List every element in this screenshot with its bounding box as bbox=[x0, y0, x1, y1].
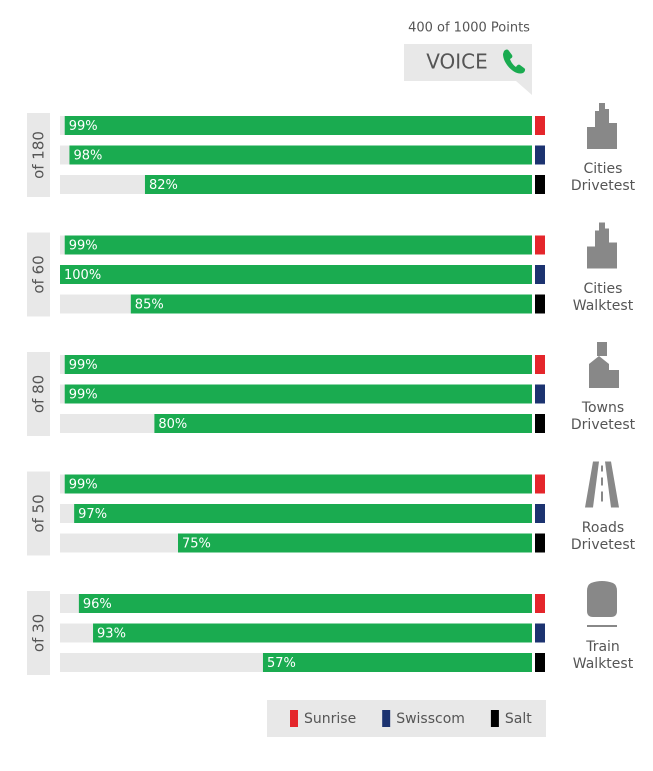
category-label: Towns Drivetest bbox=[570, 400, 636, 433]
bar bbox=[64, 384, 532, 404]
series-marker bbox=[535, 294, 545, 314]
group-label-box bbox=[27, 352, 50, 436]
bar bbox=[93, 623, 532, 643]
group-label-box bbox=[27, 113, 50, 197]
group-label: of 30 bbox=[30, 614, 48, 652]
series-marker bbox=[535, 235, 545, 255]
bar bbox=[178, 533, 532, 553]
group-label-box bbox=[27, 471, 50, 556]
value-label: 85% bbox=[135, 298, 164, 313]
bar bbox=[60, 265, 532, 284]
legend-box bbox=[267, 700, 546, 737]
group-label: of 180 bbox=[30, 131, 48, 179]
value-label: 57% bbox=[267, 656, 296, 671]
value-label: 99% bbox=[69, 478, 98, 493]
voice-title: VOICE bbox=[426, 50, 488, 74]
category-icon bbox=[587, 222, 617, 269]
category-icon bbox=[589, 342, 619, 388]
bar bbox=[130, 294, 533, 314]
legend-swatch bbox=[490, 710, 499, 727]
legend-label: Salt bbox=[505, 711, 532, 727]
series-marker bbox=[535, 414, 545, 433]
value-label: 75% bbox=[182, 537, 211, 552]
phone-icon bbox=[503, 49, 526, 74]
bar bbox=[78, 594, 532, 613]
bar bbox=[64, 355, 532, 374]
category-label: Roads Drivetest bbox=[570, 519, 636, 553]
series-marker bbox=[535, 116, 545, 135]
value-label: 80% bbox=[158, 417, 187, 432]
category-icon bbox=[587, 103, 617, 149]
category-icon bbox=[585, 461, 619, 508]
legend-label: Sunrise bbox=[304, 711, 356, 727]
value-label: 99% bbox=[69, 239, 98, 254]
series-marker bbox=[535, 623, 545, 643]
series-marker bbox=[535, 175, 545, 194]
group-label: of 80 bbox=[30, 375, 48, 413]
series-marker bbox=[535, 653, 545, 672]
value-label: 82% bbox=[149, 178, 178, 193]
value-label: 99% bbox=[69, 358, 98, 373]
series-marker bbox=[535, 384, 545, 404]
bar bbox=[69, 145, 532, 165]
series-marker bbox=[535, 504, 545, 523]
category-label: Cities Walktest bbox=[572, 280, 634, 314]
series-marker bbox=[535, 594, 545, 613]
bar bbox=[64, 235, 532, 255]
series-marker bbox=[535, 474, 545, 494]
category-label: Cities Drivetest bbox=[570, 161, 636, 194]
bar bbox=[64, 116, 532, 135]
series-marker bbox=[535, 265, 545, 284]
value-label: 99% bbox=[69, 388, 98, 403]
category-icon bbox=[587, 581, 617, 627]
series-marker bbox=[535, 533, 545, 553]
bar bbox=[144, 175, 532, 194]
voice-box bbox=[404, 44, 532, 95]
value-label: 93% bbox=[97, 627, 126, 642]
value-label: 98% bbox=[73, 149, 102, 164]
bar bbox=[154, 414, 532, 433]
category-label: Train Walktest bbox=[572, 639, 634, 672]
group-label: of 60 bbox=[30, 255, 48, 293]
group-label: of 50 bbox=[30, 494, 48, 532]
legend-swatch bbox=[382, 710, 391, 727]
group-label-box bbox=[27, 232, 50, 317]
series-marker bbox=[535, 145, 545, 165]
bar bbox=[262, 653, 532, 672]
value-label: 99% bbox=[69, 119, 98, 134]
series-marker bbox=[535, 355, 545, 374]
group-label-box bbox=[27, 591, 50, 675]
legend-swatch bbox=[290, 710, 298, 727]
value-label: 100% bbox=[64, 268, 101, 283]
points: 400 of 1000 Points bbox=[408, 21, 530, 36]
legend-label: Swisscom bbox=[396, 711, 465, 727]
value-label: 96% bbox=[83, 597, 112, 612]
value-label: 97% bbox=[78, 507, 107, 522]
bar bbox=[74, 504, 532, 523]
bar bbox=[64, 474, 532, 494]
